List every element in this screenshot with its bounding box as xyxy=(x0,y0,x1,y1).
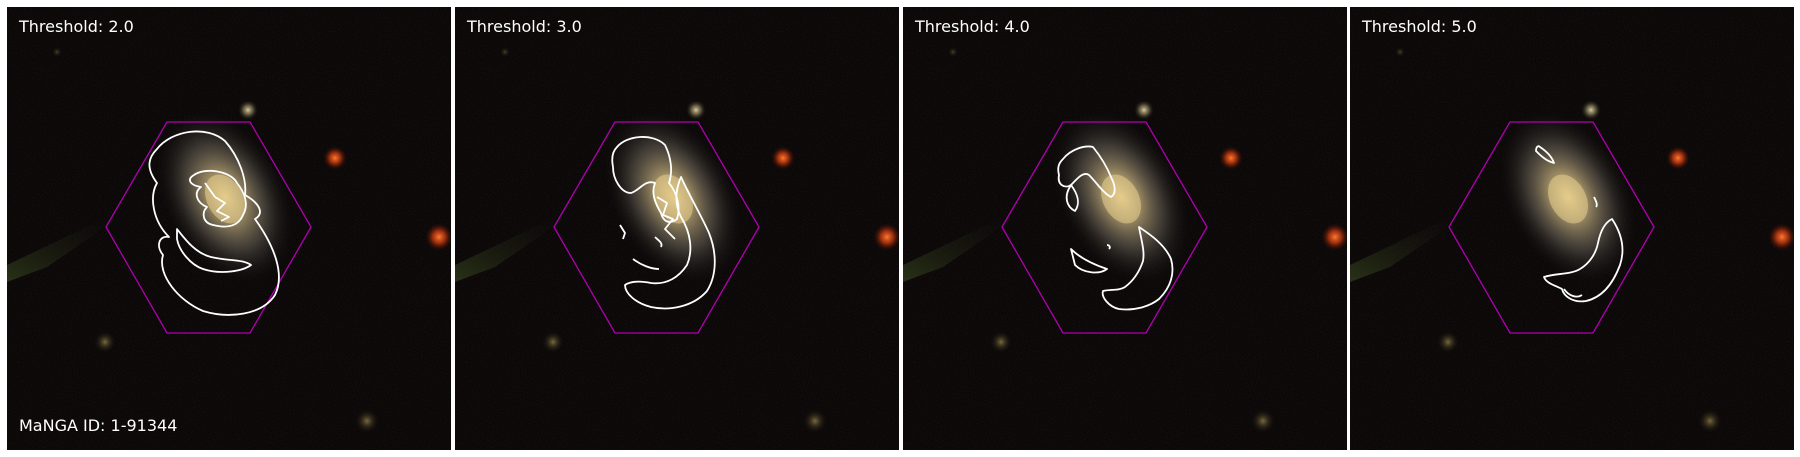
contour-lines xyxy=(1057,145,1174,311)
threshold-label: Threshold: 3.0 xyxy=(467,17,582,36)
galaxy-image xyxy=(903,7,1347,450)
galaxy-image xyxy=(7,7,451,450)
galaxy-image xyxy=(455,7,899,450)
threshold-label: Threshold: 5.0 xyxy=(1362,17,1477,36)
threshold-label: Threshold: 2.0 xyxy=(19,17,134,36)
image-panel-threshold-2: Threshold: 2.0 MaNGA ID: 1-91344 xyxy=(7,7,451,450)
manga-id-label: MaNGA ID: 1-91344 xyxy=(19,416,178,435)
contour-lines xyxy=(611,136,716,310)
ifu-hexagon xyxy=(553,121,760,334)
image-panel-threshold-5: Threshold: 5.0 xyxy=(1350,7,1794,450)
ifu-hexagon xyxy=(105,121,312,334)
ifu-hexagon xyxy=(1001,121,1208,334)
image-panel-threshold-3: Threshold: 3.0 xyxy=(455,7,899,450)
image-panel-threshold-4: Threshold: 4.0 xyxy=(903,7,1347,450)
contour-lines xyxy=(148,130,280,316)
galaxy-image xyxy=(1350,7,1794,450)
ifu-hexagon xyxy=(1448,121,1655,334)
contour-lines xyxy=(1535,145,1624,303)
threshold-label: Threshold: 4.0 xyxy=(915,17,1030,36)
